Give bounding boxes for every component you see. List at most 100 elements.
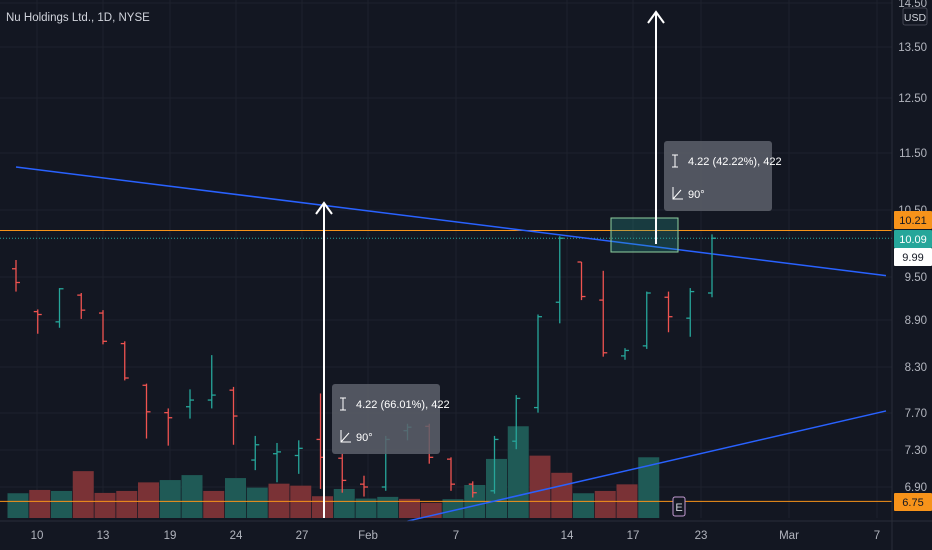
- ohlc-bar: [360, 475, 368, 497]
- measure-tools[interactable]: 4.22 (66.01%), 422 90° 4.22 (42.22%), 422 9…: [315, 10, 782, 518]
- ohlc-bar: [142, 383, 151, 439]
- info-box: [664, 141, 772, 211]
- volume-bar: [138, 482, 159, 518]
- ohlc-bar: [642, 291, 651, 349]
- volume-bar: [181, 475, 203, 518]
- trendline[interactable]: [15, 166, 887, 277]
- ohlc-bar: [555, 236, 564, 324]
- price-bars: [12, 234, 716, 498]
- ohlc-bar: [294, 440, 303, 474]
- volume-bar: [638, 457, 660, 518]
- horizontal-lines: [0, 229, 892, 502]
- ohlc-bar: [621, 348, 629, 360]
- ohlc-bar: [490, 435, 499, 494]
- y-tick-label: 9.50: [905, 272, 927, 284]
- price-label-text: 9.99: [902, 252, 923, 264]
- ohlc-bar: [664, 291, 673, 333]
- price-label-text: 10.09: [899, 234, 927, 246]
- price-label-orange: 6.75: [894, 493, 932, 511]
- y-tick-label: 6.90: [905, 482, 927, 494]
- ohlc-bar: [186, 389, 194, 419]
- ohlc-bar: [120, 341, 129, 381]
- ohlc-bar: [599, 270, 608, 357]
- ohlc-bar: [468, 481, 477, 498]
- x-tick-label: 10: [31, 530, 44, 542]
- x-tick-label: 13: [97, 530, 110, 542]
- volume-bar: [203, 490, 225, 518]
- currency-badge[interactable]: USD: [902, 7, 928, 26]
- x-tick-label: 7: [874, 530, 880, 542]
- ohlc-bar: [251, 435, 260, 471]
- measure-change-text: 4.22 (42.22%), 422: [688, 156, 782, 168]
- volume-bar: [72, 471, 94, 518]
- volume-bar: [333, 488, 355, 518]
- measure-arrow-2[interactable]: [647, 10, 665, 244]
- time-axis[interactable]: 10 13 19 24 27 Feb 7 14 17 23 Mar 7: [0, 520, 932, 542]
- ohlc-bar: [12, 259, 20, 292]
- measure-info-2[interactable]: 4.22 (42.22%), 422 90°: [664, 141, 782, 211]
- ohlc-bar: [77, 292, 86, 319]
- x-tick-label: 17: [627, 530, 640, 542]
- ohlc-bar: [33, 309, 42, 334]
- y-tick-label: 13.50: [898, 42, 927, 54]
- ohlc-bar: [534, 314, 542, 413]
- earnings-marker-box: [672, 496, 686, 517]
- ohlc-bar: [577, 261, 586, 301]
- volume-bar: [486, 458, 507, 518]
- volume-bar: [29, 489, 51, 518]
- angle-icon-ray: [340, 432, 350, 443]
- x-tick-label: 27: [296, 530, 309, 542]
- volume-bar: [377, 496, 399, 518]
- trendlines[interactable]: [15, 166, 887, 522]
- x-tick-label: 14: [561, 530, 574, 542]
- earnings-marker-label: E: [675, 502, 682, 514]
- volume-bar: [529, 455, 551, 518]
- price-label-text: 6.75: [902, 497, 923, 509]
- y-tick-label: 7.70: [905, 408, 927, 420]
- ohlc-bar: [512, 395, 521, 450]
- volume-bar: [594, 490, 616, 518]
- volume-bar: [51, 490, 72, 518]
- x-tick-label: 7: [453, 530, 459, 542]
- angle-icon-ray: [672, 189, 682, 200]
- y-tick-label: 7.30: [905, 445, 927, 457]
- volume-bar: [442, 499, 464, 518]
- y-tick-label: 8.30: [905, 362, 927, 374]
- x-tick-label: Mar: [779, 530, 799, 542]
- ohlc-bar: [229, 386, 238, 445]
- price-label-bg: [894, 230, 932, 248]
- measure-change-text: 4.22 (66.01%), 422: [356, 399, 450, 411]
- price-label-bg: [894, 493, 932, 511]
- measure-info-1[interactable]: 4.22 (66.01%), 422 90°: [332, 384, 450, 454]
- x-tick-label: 19: [164, 530, 177, 542]
- volume-bar: [94, 492, 116, 518]
- measure-angle-text: 90°: [688, 189, 705, 201]
- ohlc-bar: [708, 234, 716, 298]
- price-label-white: 9.99: [894, 248, 932, 266]
- volume-bar: [399, 498, 420, 518]
- info-box: [332, 384, 440, 454]
- highlight-box[interactable]: [610, 217, 679, 253]
- volume-bar: [225, 478, 246, 518]
- y-tick-label: 14.50: [898, 0, 927, 10]
- arrow-head: [315, 201, 333, 215]
- volume-bar: [246, 487, 268, 518]
- trendline[interactable]: [407, 410, 887, 522]
- volume-bar: [551, 472, 573, 518]
- measure-angle-text: 90°: [356, 432, 373, 444]
- ohlc-bar: [164, 408, 173, 446]
- price-axis[interactable]: 14.5013.5012.5011.5010.509.508.908.307.7…: [891, 0, 932, 550]
- volume-bar: [159, 480, 181, 518]
- price-label-orange: 10.21: [894, 211, 932, 229]
- x-tick-label: 23: [695, 530, 708, 542]
- ohlc-bar: [99, 310, 107, 345]
- measure-arrow-1[interactable]: [315, 201, 333, 518]
- ohlc-bar: [338, 453, 347, 493]
- ohlc-bar: [55, 288, 64, 328]
- earnings-marker[interactable]: E: [672, 496, 686, 517]
- price-label-green: 10.09: [894, 230, 932, 248]
- ohlc-bar: [686, 288, 695, 337]
- y-tick-label: 11.50: [899, 148, 927, 160]
